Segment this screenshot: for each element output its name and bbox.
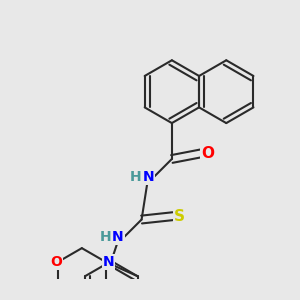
Text: O: O xyxy=(50,255,62,269)
Text: N: N xyxy=(103,255,114,269)
Text: N: N xyxy=(142,170,154,184)
Text: H: H xyxy=(100,230,112,244)
Text: H: H xyxy=(130,170,142,184)
Text: S: S xyxy=(174,209,185,224)
Text: O: O xyxy=(201,146,214,161)
Text: N: N xyxy=(112,230,124,244)
